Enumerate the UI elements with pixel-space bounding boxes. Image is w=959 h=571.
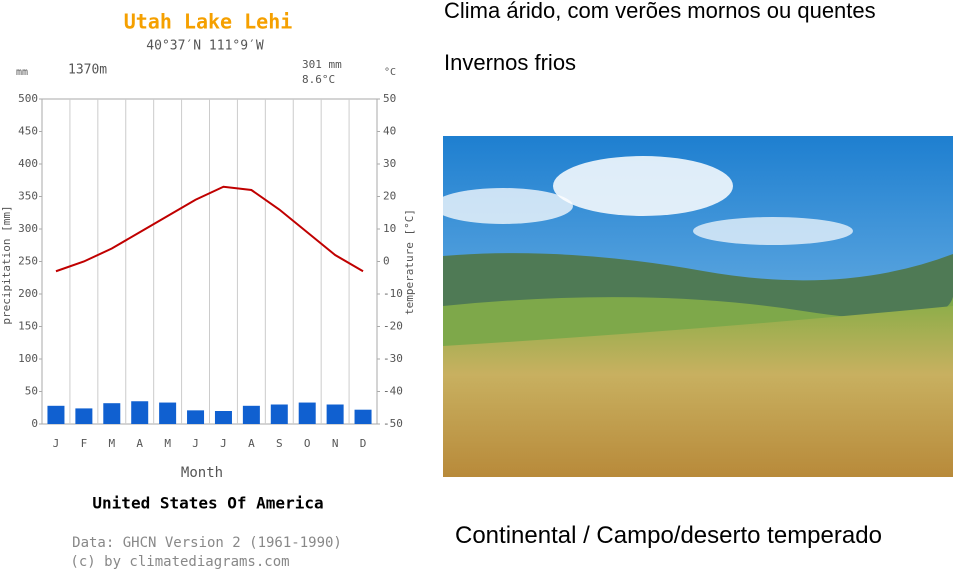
x-tick-label: J — [192, 437, 199, 450]
x-tick-label: J — [53, 437, 60, 450]
y-tick-label: 250 — [18, 255, 38, 268]
subheading: Invernos frios — [444, 50, 577, 75]
y-unit: mm — [16, 67, 28, 78]
y2-tick-label: -40 — [383, 385, 403, 398]
x-tick-label: A — [136, 437, 143, 450]
precipitation-bar — [242, 405, 260, 424]
climate-diagram: Utah Lake Lehi 40°37′N 111°9′W 1370m 301… — [0, 10, 416, 571]
y2-axis-label: temperature [°C] — [403, 209, 416, 315]
y-tick-label: 0 — [31, 417, 38, 430]
y-tick-label: 300 — [18, 222, 38, 235]
y-axis-label: precipitation [mm] — [0, 205, 13, 324]
chart-subtitle: 40°37′N 111°9′W — [146, 39, 264, 54]
x-tick-label: M — [164, 437, 171, 450]
x-tick-label: N — [332, 437, 339, 450]
x-tick-label: D — [360, 437, 367, 450]
precipitation-bar — [326, 404, 344, 424]
y2-tick-label: 30 — [383, 157, 396, 170]
precipitation-bar — [298, 402, 316, 424]
x-tick-label: J — [220, 437, 227, 450]
y2-tick-label: 50 — [383, 92, 396, 105]
y2-tick-label: 10 — [383, 222, 396, 235]
y2-tick-label: -20 — [383, 320, 403, 333]
elevation: 1370m — [68, 63, 107, 78]
y-tick-label: 500 — [18, 92, 38, 105]
y-tick-label: 50 — [25, 385, 38, 398]
heading: Clima árido, com verões mornos ou quente… — [444, 0, 876, 23]
y2-tick-label: 20 — [383, 190, 396, 203]
y2-tick-label: -50 — [383, 417, 403, 430]
y2-tick-label: -30 — [383, 352, 403, 365]
x-tick-label: A — [248, 437, 255, 450]
precipitation-bar — [214, 411, 232, 424]
y2-tick-label: -10 — [383, 287, 403, 300]
annual-precipitation: 301 mm — [302, 58, 342, 71]
annual-temperature: 8.6°C — [302, 73, 335, 86]
x-tick-label: O — [304, 437, 311, 450]
y2-tick-label: 0 — [383, 255, 390, 268]
precipitation-bar — [103, 403, 121, 424]
x-tick-label: S — [276, 437, 283, 450]
x-tick-label: M — [108, 437, 115, 450]
precipitation-bar — [131, 401, 149, 424]
y2-unit: °C — [384, 67, 396, 78]
y-tick-label: 450 — [18, 125, 38, 138]
precipitation-bar — [47, 405, 65, 424]
precipitation-bar — [354, 409, 372, 424]
precipitation-bar — [159, 402, 177, 424]
precipitation-bar — [187, 410, 205, 424]
y-tick-label: 100 — [18, 352, 38, 365]
source: Data: GHCN Version 2 (1961-1990) — [72, 535, 342, 551]
y-tick-label: 150 — [18, 320, 38, 333]
temperature-line — [55, 185, 364, 273]
x-axis-label: Month — [181, 465, 223, 481]
y-tick-label: 200 — [18, 287, 38, 300]
x-tick-label: F — [81, 437, 88, 450]
y2-tick-label: 40 — [383, 125, 396, 138]
country: United States Of America — [92, 494, 323, 513]
landscape-photo — [443, 136, 953, 477]
precipitation-bar — [75, 408, 93, 424]
y-tick-label: 400 — [18, 157, 38, 170]
chart-title: Utah Lake Lehi — [124, 10, 293, 34]
credit: (c) by climatediagrams.com — [70, 554, 289, 570]
precipitation-bar — [270, 404, 288, 424]
caption: Continental / Campo/deserto temperado — [455, 522, 882, 549]
y-tick-label: 350 — [18, 190, 38, 203]
